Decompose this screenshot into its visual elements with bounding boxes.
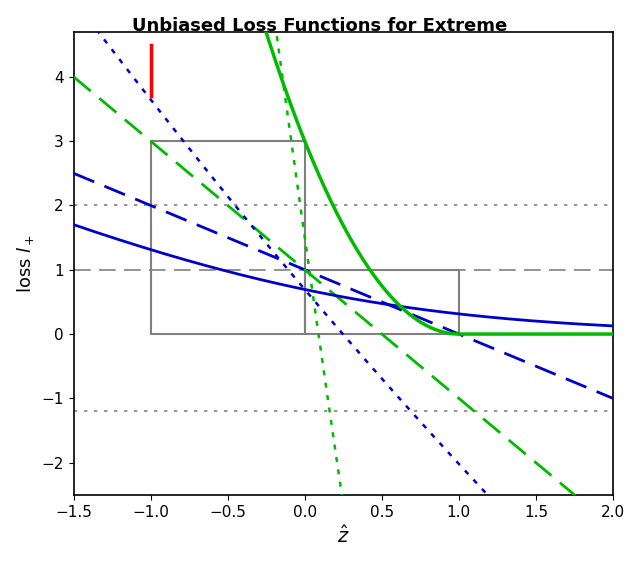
- X-axis label: $\hat{z}$: $\hat{z}$: [337, 525, 349, 547]
- Text: Unbiased Loss Functions for Extreme: Unbiased Loss Functions for Extreme: [132, 17, 508, 35]
- Bar: [150, 141, 305, 334]
- Y-axis label: loss $l_+$: loss $l_+$: [15, 234, 36, 293]
- Bar: [305, 270, 459, 334]
